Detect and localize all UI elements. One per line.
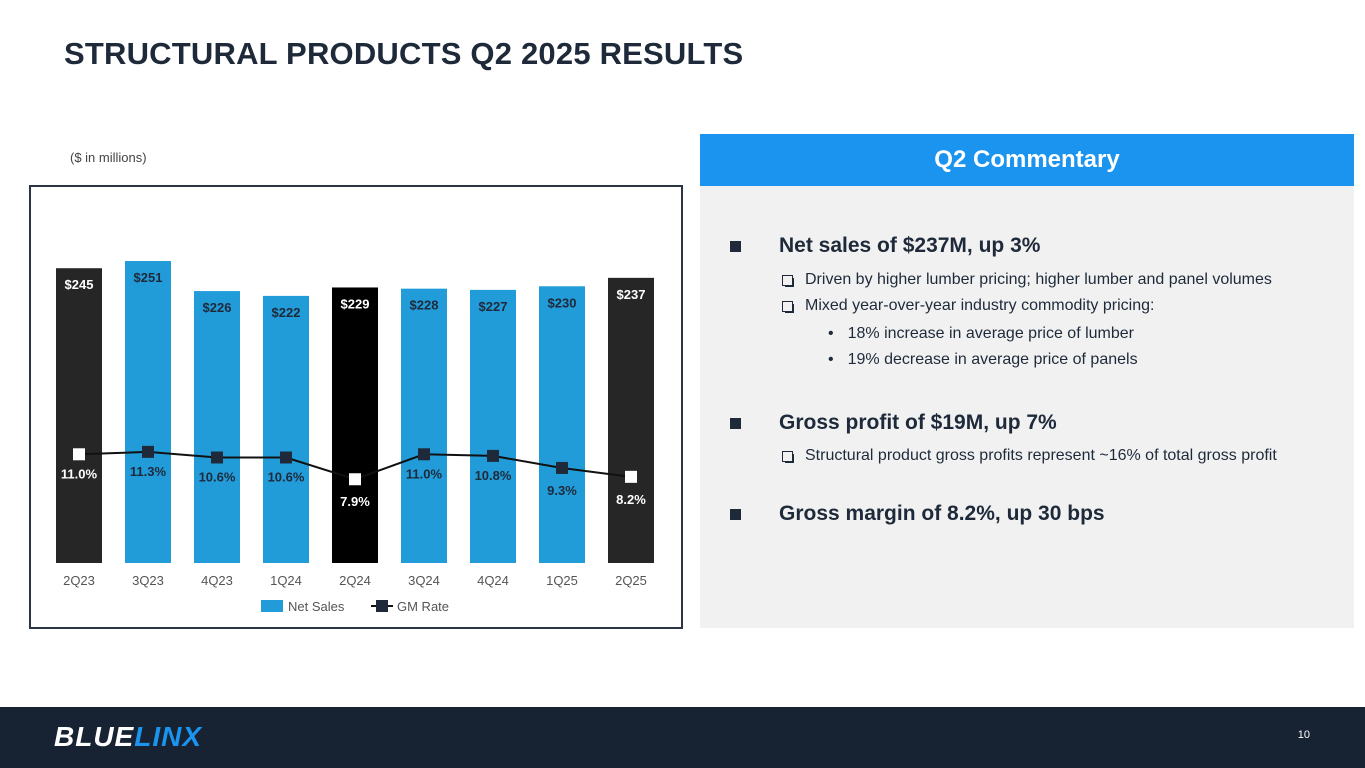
gm-rate-marker: [142, 445, 154, 458]
category-tick-label: 3Q24: [408, 573, 440, 588]
bar-1Q25: [539, 286, 585, 563]
gross-profit-heading: Gross profit of $19M, up 7%: [779, 411, 1057, 434]
dot-bullet-icon: •: [828, 351, 834, 368]
category-tick-label: 4Q24: [477, 573, 509, 588]
page-title: STRUCTURAL PRODUCTS Q2 2025 RESULTS: [64, 36, 744, 71]
bar-value-label: $226: [203, 300, 232, 315]
bar-4Q23: [194, 291, 240, 563]
bar-value-label: $237: [617, 287, 646, 302]
gross-margin-bullet: Gross margin of 8.2%, up 30 bps: [730, 502, 1105, 526]
commentary-header: Q2 Commentary: [700, 134, 1354, 186]
square-bullet-icon: [730, 240, 741, 252]
category-tick-label: 2Q25: [615, 573, 647, 588]
bar-2Q25: [608, 277, 654, 563]
category-tick-label: 1Q24: [270, 573, 302, 588]
net-sales-sub-1-text: Driven by higher lumber pricing; higher …: [805, 271, 1272, 288]
net-sales-sub-2: Mixed year-over-year industry commodity …: [782, 297, 1154, 315]
gm-rate-label: 9.3%: [547, 483, 577, 498]
page-number: 10: [1297, 729, 1310, 741]
lumber-price-text: 18% increase in average price of lumber: [847, 325, 1134, 342]
gm-rate-marker: [280, 451, 292, 464]
bar-3Q24: [401, 288, 447, 563]
gm-rate-label: 11.0%: [61, 466, 98, 481]
checkbox-bullet-icon: [782, 274, 794, 287]
gm-rate-label: 10.8%: [475, 468, 512, 483]
net-sales-sub-1: Driven by higher lumber pricing; higher …: [782, 271, 1272, 289]
gm-rate-label: 7.9%: [340, 494, 370, 509]
gross-profit-sub-1: Structural product gross profits represe…: [782, 447, 1277, 465]
gm-rate-label: 11.0%: [406, 466, 443, 481]
bar-1Q24: [263, 295, 309, 563]
legend-gm-rate-marker: [376, 600, 388, 612]
bar-value-label: $251: [134, 270, 163, 285]
gm-rate-marker: [556, 461, 568, 474]
dot-bullet-icon: •: [828, 325, 834, 342]
bar-value-label: $245: [65, 277, 94, 292]
legend-net-sales-swatch: [261, 600, 283, 612]
gm-rate-marker: [625, 470, 637, 483]
units-note: ($ in millions): [70, 150, 147, 165]
gm-rate-label: 8.2%: [616, 492, 646, 507]
legend-net-sales-label: Net Sales: [288, 599, 345, 614]
panel-price-point: • 19% decrease in average price of panel…: [828, 351, 1138, 369]
net-sales-bullet: Net sales of $237M, up 3%: [730, 234, 1040, 258]
gm-rate-label: 10.6%: [199, 470, 236, 485]
bar-2Q23: [56, 268, 102, 563]
bar-4Q24: [470, 289, 516, 563]
category-tick-label: 2Q23: [63, 573, 95, 588]
gm-rate-marker: [418, 448, 430, 461]
footer-bar: BLUELINX 10: [0, 707, 1365, 768]
panel-price-text: 19% decrease in average price of panels: [847, 351, 1138, 368]
net-sales-sub-2-text: Mixed year-over-year industry commodity …: [805, 297, 1155, 314]
net-sales-heading: Net sales of $237M, up 3%: [779, 234, 1041, 257]
bar-value-label: $222: [272, 305, 301, 320]
bar-value-label: $229: [341, 296, 370, 311]
commentary-panel: Q2 Commentary Net sales of $237M, up 3% …: [700, 134, 1354, 628]
legend-gm-rate-label: GM Rate: [397, 599, 449, 614]
gross-margin-heading: Gross margin of 8.2%, up 30 bps: [779, 502, 1105, 525]
category-tick-label: 4Q23: [201, 573, 233, 588]
gross-profit-sub-1-text: Structural product gross profits represe…: [805, 447, 1277, 464]
net-sales-gm-chart: $245 2Q23 $251 3Q23 $226 4Q23 $222 1Q24 $229 2Q24…: [56, 261, 654, 614]
logo-blue-text: BLUE: [54, 721, 135, 752]
category-tick-label: 3Q23: [132, 573, 164, 588]
square-bullet-icon: [730, 417, 741, 429]
gross-profit-bullet: Gross profit of $19M, up 7%: [730, 411, 1057, 435]
category-tick-label: 1Q25: [546, 573, 578, 588]
gm-rate-label: 10.6%: [268, 470, 305, 485]
gm-rate-marker: [211, 451, 223, 464]
gm-rate-label: 11.3%: [130, 464, 167, 479]
bluelinx-logo: BLUELINX: [54, 721, 202, 753]
bar-3Q23: [125, 261, 171, 563]
checkbox-bullet-icon: [782, 300, 794, 313]
bar-value-label: $230: [548, 295, 577, 310]
bar-2Q24: [332, 287, 378, 563]
checkbox-bullet-icon: [782, 450, 794, 463]
lumber-price-point: • 18% increase in average price of lumbe…: [828, 325, 1134, 343]
logo-linx-text: LINX: [134, 721, 203, 752]
bar-value-label: $228: [410, 298, 439, 313]
category-tick-label: 2Q24: [339, 573, 371, 588]
gm-rate-marker: [349, 473, 361, 486]
gm-rate-marker: [487, 449, 499, 462]
gm-rate-marker: [73, 448, 85, 461]
chart-frame: $245 2Q23 $251 3Q23 $226 4Q23 $222 1Q24 $229 2Q24…: [29, 185, 683, 629]
square-bullet-icon: [730, 508, 741, 520]
bar-value-label: $227: [479, 299, 508, 314]
